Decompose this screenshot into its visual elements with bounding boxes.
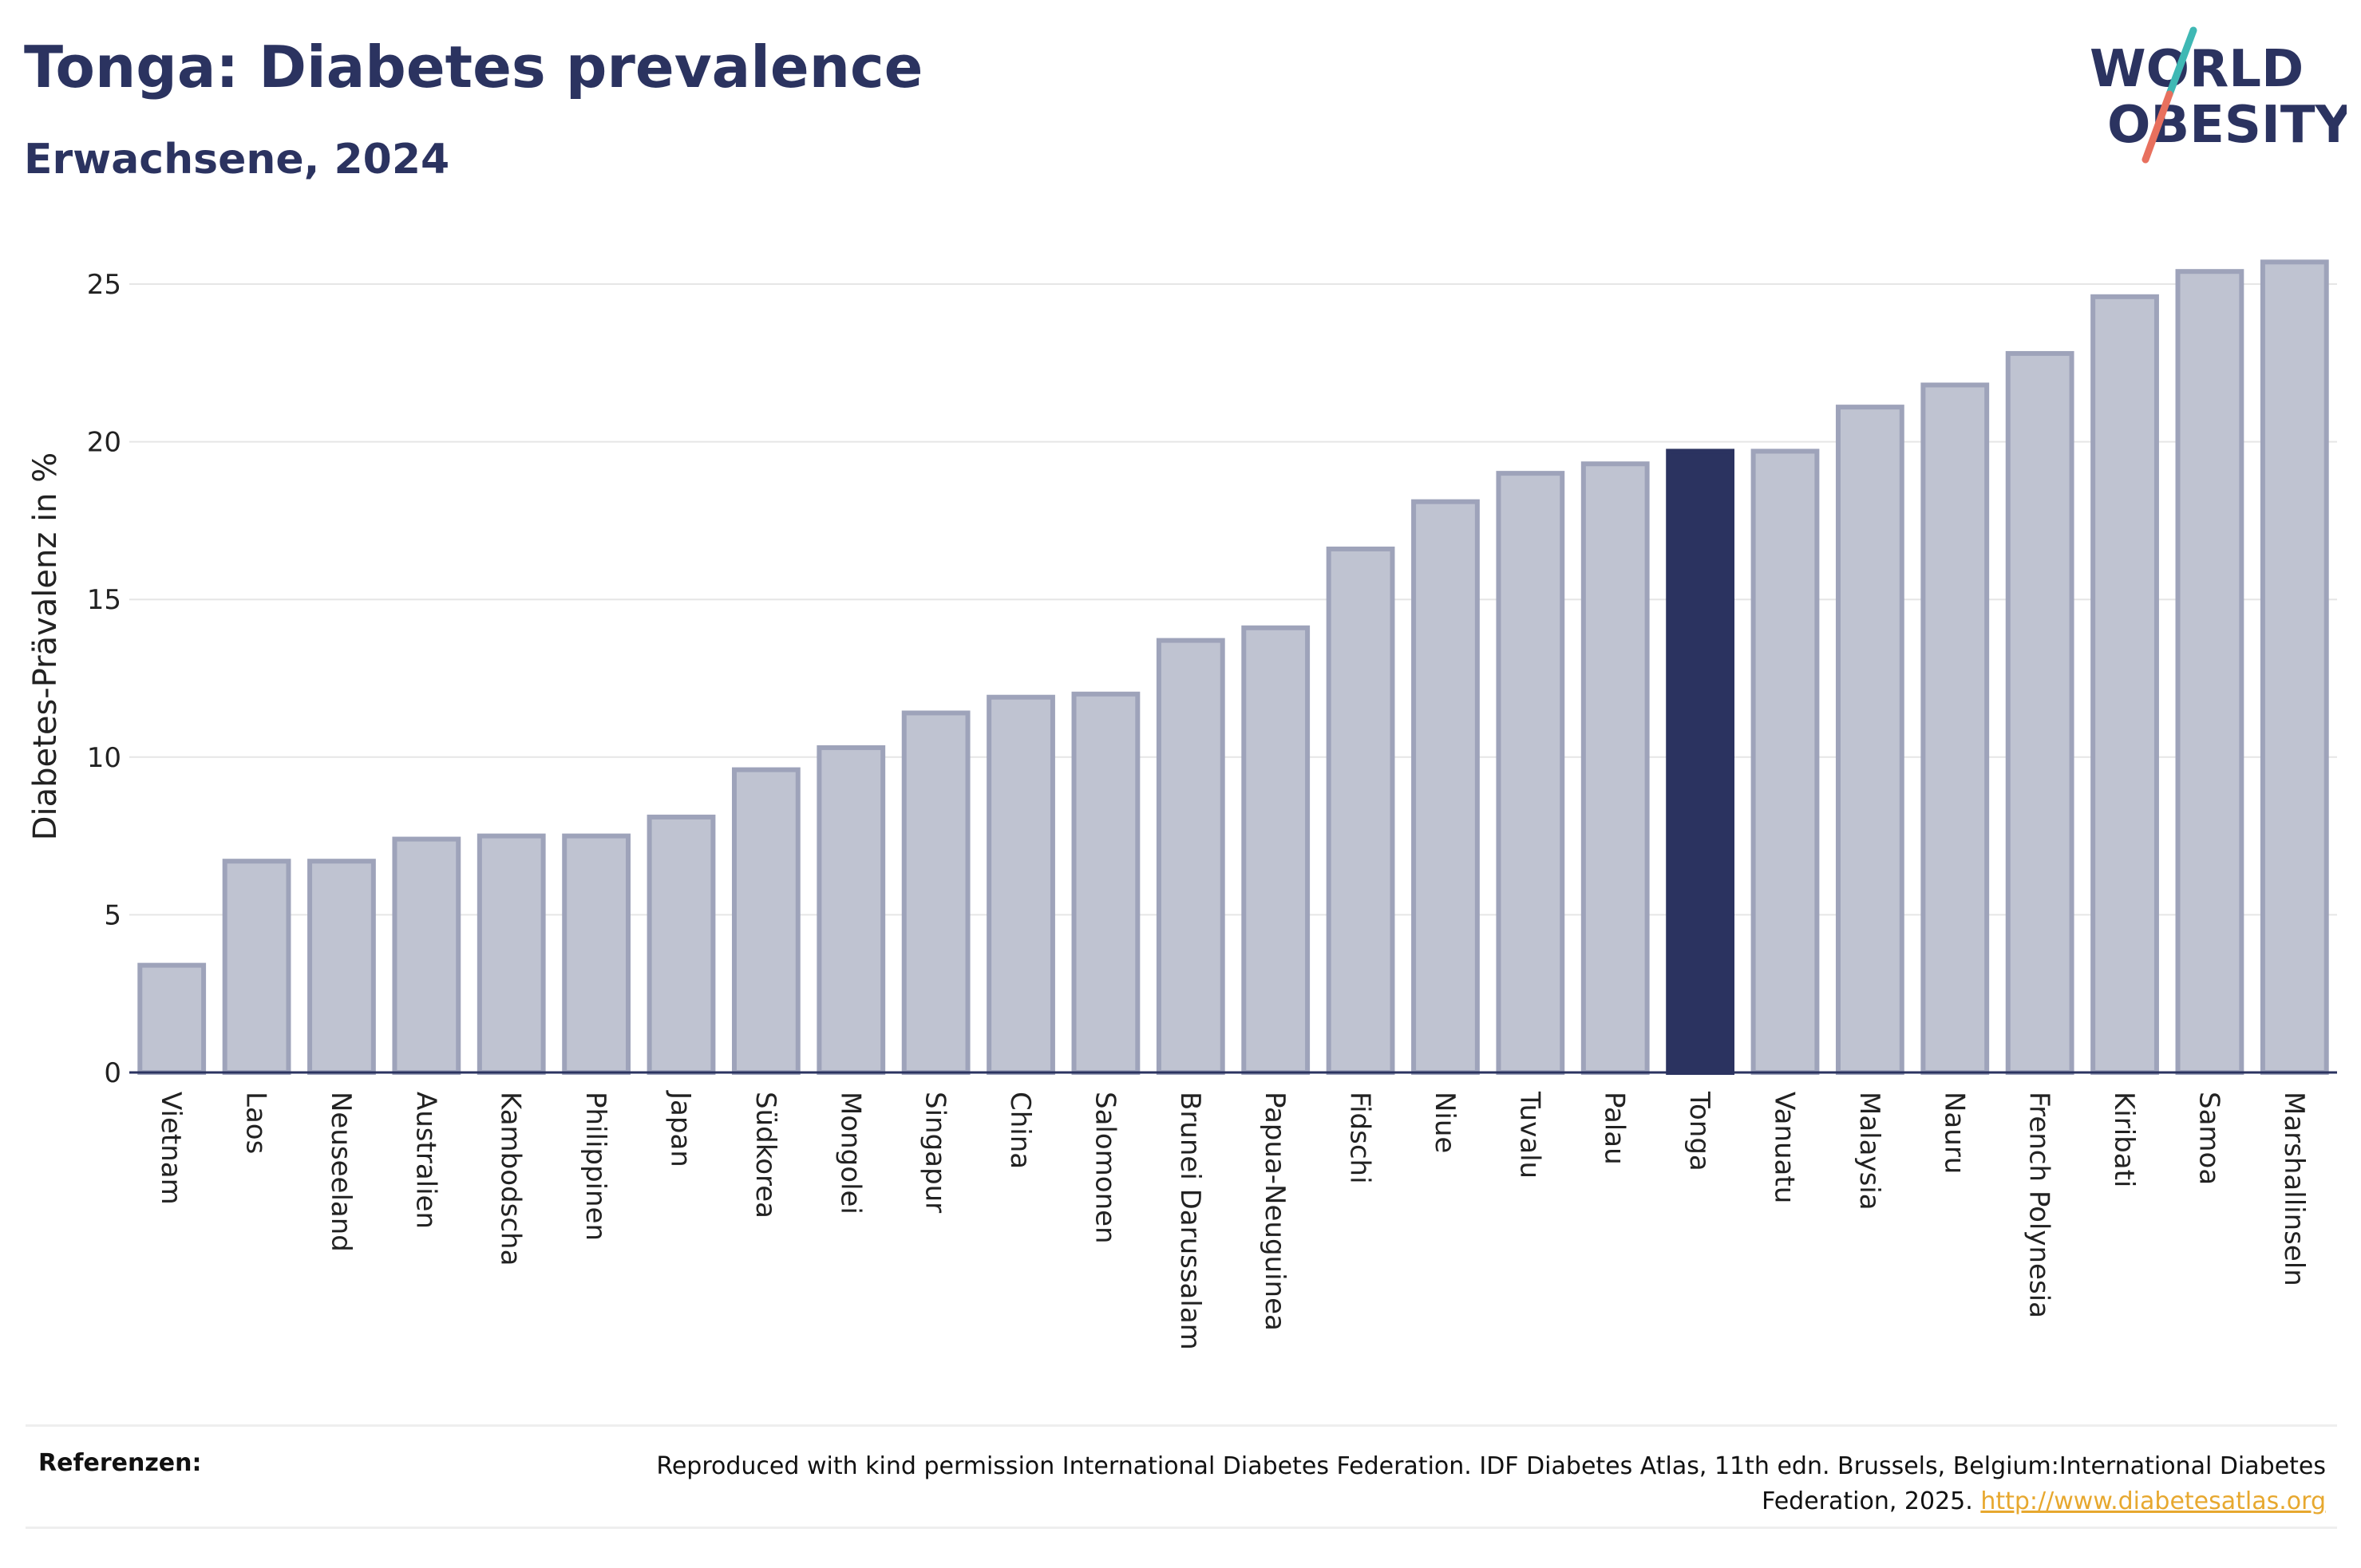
references-footer: Referenzen: Reproduced with kind permiss… (26, 1424, 2337, 1529)
x-tick-label: Salomonen (1089, 1092, 1121, 1244)
logo-line1: WORLD (2090, 40, 2304, 99)
y-tick-label: 25 (87, 269, 121, 301)
x-tick-label: Kambodscha (495, 1092, 527, 1266)
x-tick-label: Palau (1599, 1092, 1631, 1165)
x-tick-label: Niue (1429, 1092, 1461, 1153)
x-tick-label: Papua-Neuguinea (1259, 1092, 1291, 1331)
bar-papua-neuguinea (1241, 625, 1311, 1075)
bar-brunei-darussalam (1156, 638, 1225, 1075)
bar-tuvalu (1496, 471, 1565, 1075)
chart-subtitle: Erwachsene, 2024 (24, 136, 450, 184)
bar-china (987, 694, 1055, 1075)
x-tick-label: Brunei Darussalam (1174, 1092, 1206, 1350)
x-tick-labels: Vietnam Laos Neuseeland Australien Kambodsch… (155, 1090, 2310, 1350)
x-tick-label: Nauru (1938, 1092, 1970, 1174)
bar-japan (647, 814, 716, 1075)
bar-kiribati (2090, 294, 2159, 1076)
x-tick-label: Marshallinseln (2278, 1092, 2310, 1286)
bar-australien (392, 836, 461, 1075)
logo-slash-teal (2165, 26, 2197, 98)
y-tick-label: 5 (104, 899, 121, 931)
references-link[interactable]: http://www.diabetesatlas.org (1980, 1487, 2326, 1515)
bars (137, 259, 2329, 1076)
x-tick-label: Mongolei (834, 1092, 866, 1215)
x-tick-label: Samoa (2193, 1092, 2225, 1185)
bar-laos (222, 859, 291, 1075)
y-tick-label: 15 (87, 584, 121, 616)
x-tick-label: Australien (409, 1092, 441, 1229)
bar-mongolei (817, 745, 886, 1075)
x-tick-label: Kiribati (2108, 1092, 2140, 1187)
bar-kambodscha (477, 833, 546, 1075)
y-axis-label: Diabetes-Prävalenz in % (27, 452, 64, 841)
bar-palau (1580, 461, 1650, 1075)
x-tick-label: Tuvalu (1513, 1091, 1545, 1179)
bar-salomonen (1071, 691, 1141, 1075)
y-tick-labels: 0 5 10 15 20 25 (87, 269, 121, 1089)
bar-vanuatu (1750, 448, 1820, 1075)
bar-niue (1411, 499, 1480, 1075)
x-tick-label: China (1004, 1092, 1036, 1169)
world-obesity-logo: WORLD OBESITY (2090, 26, 2347, 164)
y-tick-label: 10 (87, 742, 121, 774)
x-tick-label: French Polynesia (2023, 1092, 2055, 1318)
references-label: Referenzen: (38, 1449, 202, 1477)
x-tick-label: Vanuatu (1769, 1092, 1801, 1203)
bar-tonga (1666, 448, 1735, 1075)
chart-title: Tonga: Diabetes prevalence (24, 34, 923, 101)
references-text: Reproduced with kind permission Internat… (650, 1449, 2326, 1519)
bar-nauru (1920, 382, 1990, 1075)
bar-fidschi (1326, 546, 1395, 1075)
y-tick-label: 20 (87, 427, 121, 459)
x-tick-label: Malaysia (1853, 1092, 1885, 1211)
x-tick-label: Philippinen (579, 1092, 611, 1241)
bar-malaysia (1835, 405, 1904, 1075)
bar-chart: 0 5 10 15 20 25 Vietnam Laos Neuseeland Australi… (27, 259, 2337, 1350)
x-tick-label: Fidschi (1344, 1092, 1376, 1184)
bar-marshallinseln (2260, 259, 2329, 1075)
bar-singapur (901, 710, 971, 1075)
x-tick-label: Laos (240, 1092, 272, 1154)
bar-samoa (2175, 269, 2244, 1075)
x-tick-label: Vietnam (155, 1092, 187, 1205)
x-tick-label: Singapur (919, 1092, 951, 1213)
x-tick-label: Südkorea (749, 1092, 781, 1218)
x-tick-label: Tonga (1683, 1091, 1715, 1171)
x-tick-label: Neuseeland (325, 1092, 357, 1252)
logo-slash-coral (2142, 90, 2173, 164)
bar-südkorea (731, 767, 801, 1075)
references-citation: Reproduced with kind permission Internat… (656, 1452, 2326, 1515)
bar-philippinen (562, 833, 631, 1075)
bar-vietnam (137, 962, 207, 1075)
bar-french-polynesia (2005, 350, 2074, 1076)
y-tick-label: 0 (104, 1057, 121, 1089)
bar-neuseeland (307, 859, 376, 1075)
x-tick-label: Japan (665, 1090, 697, 1167)
